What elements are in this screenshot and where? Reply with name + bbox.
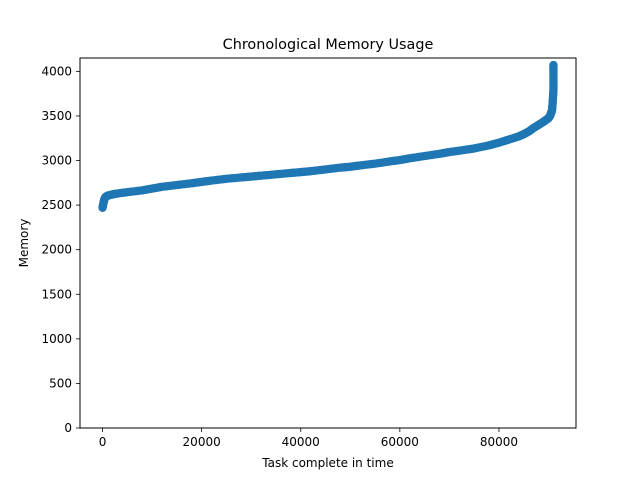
y-tick-label: 1500 <box>41 287 72 301</box>
x-tick-label: 20000 <box>183 435 221 449</box>
y-axis-label: Memory <box>17 219 31 268</box>
scatter-points <box>98 60 558 212</box>
y-axis-ticks: 0 500 1000 1500 2000 2500 3000 3500 4000 <box>41 64 80 435</box>
x-axis-ticks: 0 20000 40000 60000 80000 <box>99 428 518 449</box>
y-tick-label: 2000 <box>41 243 72 257</box>
x-axis-label: Task complete in time <box>261 456 393 470</box>
x-tick-label: 0 <box>99 435 107 449</box>
y-tick-label: 500 <box>49 376 72 390</box>
y-tick-label: 3000 <box>41 154 72 168</box>
y-tick-label: 4000 <box>41 64 72 78</box>
y-tick-label: 3500 <box>41 109 72 123</box>
plot-frame <box>79 57 577 429</box>
x-tick-label: 40000 <box>282 435 320 449</box>
y-tick-label: 1000 <box>41 332 72 346</box>
x-tick-label: 80000 <box>480 435 518 449</box>
y-tick-label: 0 <box>64 421 72 435</box>
y-tick-label: 2500 <box>41 198 72 212</box>
chart-title: Chronological Memory Usage <box>223 37 434 53</box>
data-point <box>549 60 558 70</box>
x-tick-label: 60000 <box>381 435 419 449</box>
